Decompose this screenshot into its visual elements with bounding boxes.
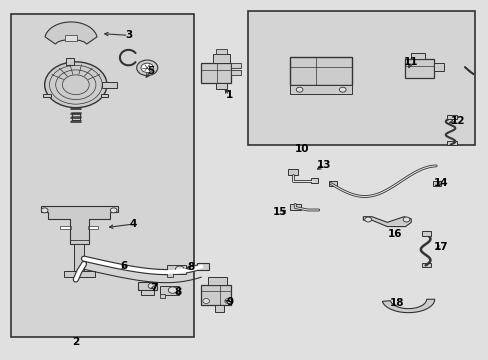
Text: 10: 10 — [294, 144, 308, 154]
Text: 3: 3 — [124, 30, 132, 40]
Bar — [248, 12, 473, 145]
Polygon shape — [41, 207, 117, 243]
Text: 6: 6 — [120, 261, 127, 271]
Bar — [410, 53, 424, 59]
Text: 1: 1 — [225, 90, 232, 100]
Circle shape — [110, 208, 117, 213]
Bar — [65, 35, 77, 41]
Bar — [328, 181, 336, 186]
Bar — [404, 59, 433, 78]
Bar — [287, 169, 298, 175]
Bar — [88, 226, 98, 229]
Text: 2: 2 — [72, 337, 79, 347]
Text: 7: 7 — [149, 283, 157, 293]
Circle shape — [137, 60, 158, 76]
Circle shape — [44, 62, 107, 108]
Bar — [447, 115, 456, 119]
Circle shape — [339, 87, 346, 92]
Bar — [43, 94, 51, 97]
Bar — [421, 231, 430, 236]
Bar — [201, 63, 231, 83]
Bar — [137, 282, 157, 291]
Bar — [421, 262, 430, 267]
Text: 15: 15 — [273, 207, 287, 217]
Text: 9: 9 — [226, 297, 233, 307]
Text: 8: 8 — [174, 287, 182, 297]
Text: 18: 18 — [389, 298, 403, 308]
Bar — [207, 277, 226, 285]
Text: 12: 12 — [450, 116, 465, 126]
Circle shape — [203, 298, 209, 303]
Bar — [212, 54, 230, 63]
Bar — [289, 204, 300, 210]
Bar — [289, 85, 352, 94]
Bar — [432, 181, 440, 186]
Circle shape — [41, 208, 48, 213]
Bar — [196, 263, 208, 270]
Text: 16: 16 — [387, 229, 402, 239]
Bar — [433, 63, 444, 71]
Bar — [141, 291, 154, 295]
Bar — [214, 305, 224, 312]
Bar — [166, 274, 172, 277]
Text: 14: 14 — [433, 178, 447, 188]
Circle shape — [224, 298, 231, 303]
Bar — [215, 49, 227, 54]
Circle shape — [175, 266, 184, 273]
Text: 17: 17 — [433, 242, 447, 252]
Bar — [66, 58, 74, 66]
Bar — [101, 94, 108, 97]
Bar — [102, 82, 116, 87]
Circle shape — [296, 87, 303, 92]
Text: 5: 5 — [147, 66, 154, 76]
Text: 13: 13 — [317, 160, 331, 170]
Bar — [72, 113, 80, 120]
Bar — [74, 243, 84, 272]
Bar — [310, 178, 318, 183]
Polygon shape — [382, 299, 434, 312]
Bar — [215, 83, 227, 89]
Circle shape — [364, 217, 371, 222]
Bar — [60, 226, 70, 229]
Circle shape — [148, 283, 156, 289]
Bar — [11, 14, 194, 337]
Bar — [64, 271, 94, 277]
Circle shape — [402, 217, 409, 222]
Bar — [447, 141, 456, 145]
Bar — [289, 57, 352, 85]
Text: 4: 4 — [129, 219, 137, 229]
Bar — [160, 294, 165, 298]
Text: 11: 11 — [403, 57, 418, 67]
Polygon shape — [45, 22, 97, 44]
Bar — [231, 63, 240, 68]
Circle shape — [168, 287, 177, 293]
Text: 8: 8 — [187, 262, 194, 273]
Bar — [160, 286, 179, 295]
Polygon shape — [363, 217, 410, 226]
Bar — [201, 285, 231, 305]
Circle shape — [141, 63, 153, 72]
Bar — [231, 70, 240, 75]
Bar — [166, 265, 185, 274]
